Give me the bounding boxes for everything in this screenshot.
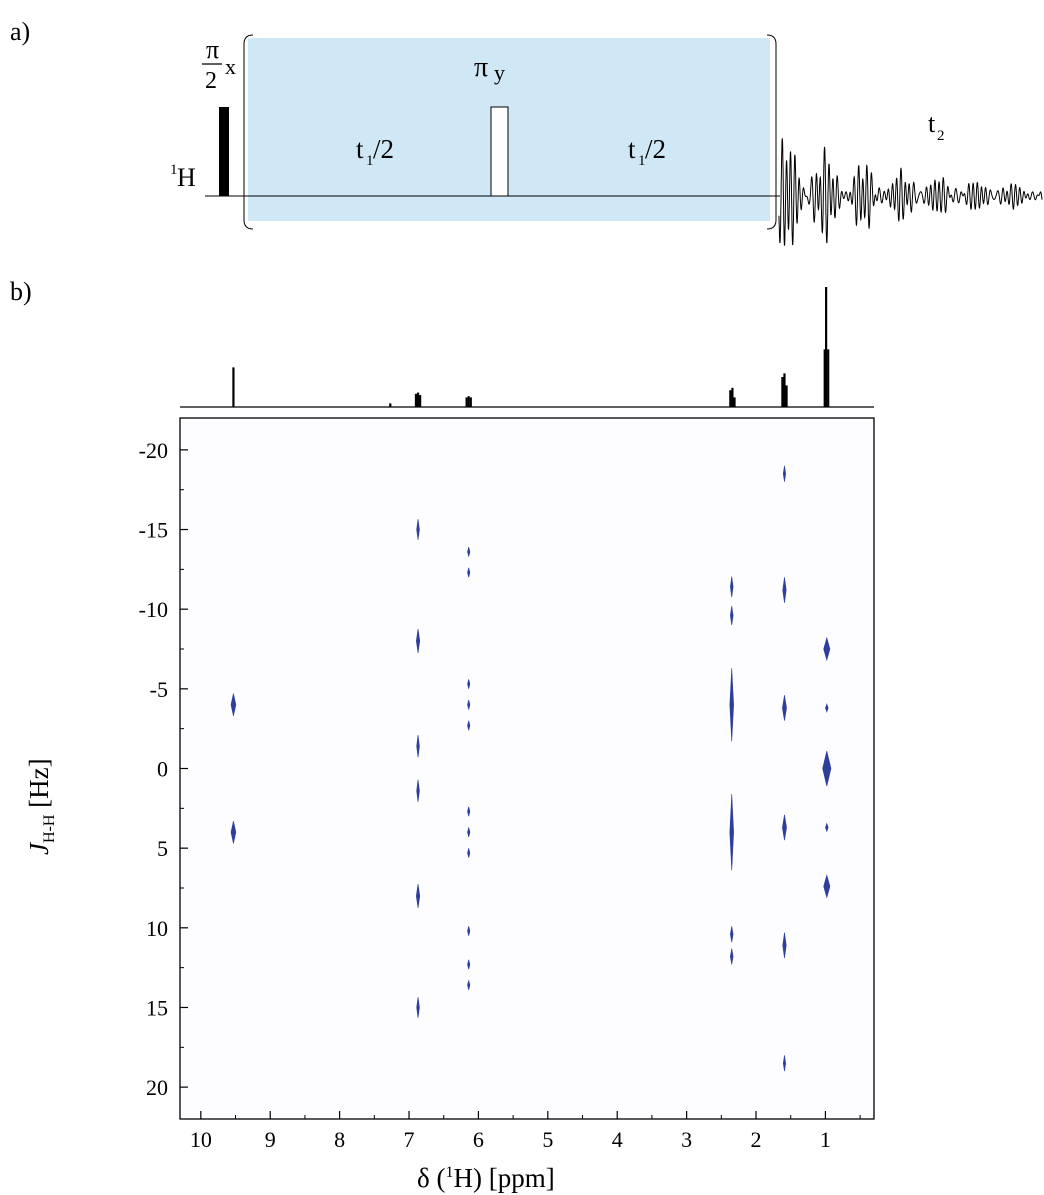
projection-spectrum <box>180 287 874 408</box>
y-axis: -20 -15 -10 -5 0 5 10 15 20 <box>139 438 188 1100</box>
contour-peak <box>416 779 420 802</box>
contour-peak <box>467 679 471 689</box>
contour-peak <box>730 948 734 965</box>
contour-peak <box>729 793 734 871</box>
x-tick-label: 6 <box>473 1127 484 1152</box>
contour-peak <box>416 519 420 540</box>
contour-peak <box>823 874 831 899</box>
contour-peak <box>782 932 787 959</box>
contour-peak <box>782 577 787 603</box>
delay-left-sub: 1 <box>366 153 374 169</box>
contour-peak <box>416 997 420 1018</box>
contour-peak <box>467 959 471 970</box>
x-axis-label-rest: H) [ppm] <box>453 1163 554 1193</box>
y-tick-label: 5 <box>157 836 168 861</box>
x-tick-label: 5 <box>542 1127 553 1152</box>
delay-right-t: t <box>628 134 636 164</box>
delay-left-rest: /2 <box>373 134 394 164</box>
contour-peak <box>230 821 237 844</box>
contour-peak <box>467 980 471 991</box>
x-axis: 10 9 8 7 6 5 4 3 2 1 <box>190 1111 861 1152</box>
contour-peak <box>416 883 421 908</box>
contour-peak <box>782 695 787 721</box>
x-tick-label: 9 <box>265 1127 276 1152</box>
panel-b-label: b) <box>10 277 32 306</box>
x-tick-label: 4 <box>612 1127 623 1152</box>
contour-peak <box>467 720 471 731</box>
pulse-90-denominator: 2 <box>205 68 217 94</box>
acquisition-sub: 2 <box>937 128 945 144</box>
pulse-180-phase: y <box>494 60 505 85</box>
pulse-90-x <box>219 107 229 196</box>
y-tick-label: 20 <box>146 1075 168 1100</box>
nucleus-mass: 1 <box>170 162 178 178</box>
x-axis-label-sup: 1 <box>445 1164 453 1181</box>
contour-peak <box>467 827 471 838</box>
panel-a-label: a) <box>10 17 30 46</box>
plot-frame <box>179 417 875 1120</box>
contour-peak <box>782 814 787 841</box>
y-axis-label-sub: H-H <box>41 814 58 843</box>
x-tick-label: 1 <box>820 1127 831 1152</box>
contour-peak <box>467 848 471 858</box>
delay-right-sub: 1 <box>638 153 646 169</box>
contour-peak <box>782 465 786 482</box>
acquisition-t: t <box>928 109 936 138</box>
contour-peak <box>822 750 832 787</box>
contour-peak <box>730 576 734 598</box>
contour-peak <box>730 605 734 626</box>
contour-peak <box>467 546 471 557</box>
left-bracket <box>243 34 254 230</box>
contour-peak <box>729 668 734 742</box>
contour-peak <box>467 926 471 936</box>
y-axis-label-unit: [Hz] <box>24 758 54 814</box>
contour-peak <box>467 567 471 578</box>
x-tick-label: 8 <box>334 1127 345 1152</box>
contour-peak <box>467 699 471 710</box>
y-tick-label: -5 <box>150 677 168 702</box>
x-tick-label: 3 <box>681 1127 692 1152</box>
evolution-period-shade <box>248 38 770 221</box>
contour-peak <box>416 629 421 654</box>
y-tick-label: 10 <box>146 916 168 941</box>
contour-peak <box>782 1055 786 1072</box>
y-tick-label: 15 <box>146 995 168 1020</box>
pulse-180-y <box>490 106 509 197</box>
y-axis-label-j: J <box>24 841 54 855</box>
contour-peak <box>230 693 237 716</box>
contour-peak <box>823 636 831 662</box>
delay-right-rest: /2 <box>645 134 666 164</box>
x-axis-label: δ (1H) [ppm] <box>417 1163 555 1193</box>
x-tick-label: 7 <box>404 1127 415 1152</box>
contour-peak <box>467 806 471 817</box>
contour-layer <box>230 465 832 1072</box>
y-axis-label: JH-H [Hz] <box>24 758 58 855</box>
contour-peak <box>416 735 420 758</box>
contour-peak <box>825 703 829 713</box>
y-tick-label: -15 <box>139 518 168 543</box>
x-tick-label: 2 <box>751 1127 762 1152</box>
contour-peak <box>825 822 829 833</box>
pulse-90-phase: x <box>225 54 236 79</box>
pulse-90-numerator: π <box>206 35 219 64</box>
y-tick-label: 0 <box>157 757 168 782</box>
pulse-sequence-panel: a) π 2 x π y 1 H t 1 /2 t 1 /2 t 2 <box>10 17 1043 246</box>
delay-left-t: t <box>356 134 364 164</box>
x-axis-label-main: δ ( <box>417 1163 445 1193</box>
contour-peak <box>730 926 734 943</box>
y-tick-label: -20 <box>139 438 168 463</box>
x-tick-label: 10 <box>190 1127 212 1152</box>
right-bracket <box>766 34 777 230</box>
pulse-180-symbol: π <box>474 52 488 83</box>
fid-signal <box>778 138 1043 246</box>
y-tick-label: -10 <box>139 597 168 622</box>
nucleus-element: H <box>177 163 196 192</box>
